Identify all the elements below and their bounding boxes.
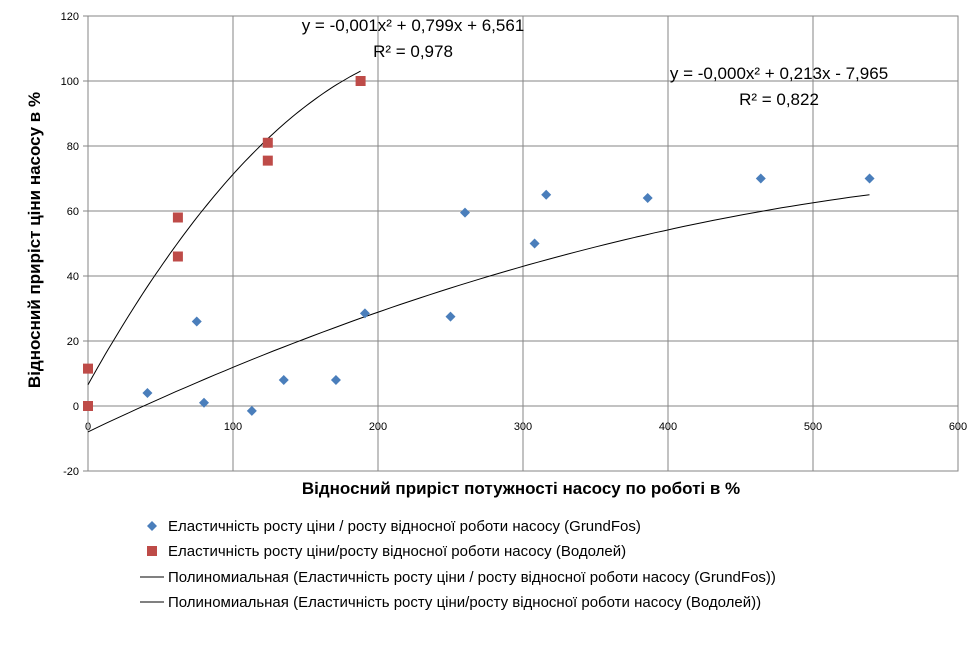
trendline-r2-vodolei: R² = 0,978 — [373, 42, 453, 61]
x-axis-title: Відносний приріст потужності насосу по р… — [302, 479, 740, 498]
legend: Еластичність росту ціни / росту відносно… — [140, 518, 776, 611]
data-point-grundfos — [199, 397, 209, 408]
legend-label-trend-vodolei: Полиномиальная (Еластичність росту ціни/… — [168, 594, 761, 611]
y-tick-label: 120 — [61, 11, 79, 23]
data-point-vodolei — [172, 212, 183, 223]
data-point-vodolei — [355, 76, 366, 86]
data-point-grundfos — [359, 308, 370, 319]
data-point-grundfos — [191, 316, 202, 327]
legend-label-trend-grundfos: Полиномиальная (Еластичність росту ціни … — [168, 569, 776, 586]
data-point-grundfos — [529, 238, 540, 249]
y-tick-label: 0 — [73, 401, 79, 413]
x-tick-label: 600 — [949, 421, 967, 433]
data-point-grundfos — [864, 173, 875, 184]
legend-marker-grundfos — [147, 521, 157, 531]
data-point-grundfos — [142, 388, 153, 398]
trendline-equation-vodolei: y = -0,001x² + 0,799x + 6,561 — [302, 16, 525, 35]
y-tick-label: 60 — [67, 206, 79, 218]
legend-marker-vodolei — [147, 546, 157, 556]
data-point-grundfos — [755, 173, 766, 184]
data-point-vodolei — [262, 137, 273, 148]
data-point-vodolei — [83, 401, 93, 411]
data-point-grundfos — [460, 207, 470, 218]
trendline-r2-grundfos: R² = 0,822 — [739, 90, 819, 109]
x-tick-label: 100 — [224, 421, 242, 433]
y-tick-label: 40 — [67, 271, 79, 283]
y-tick-label: 100 — [61, 76, 79, 88]
x-tick-label: 400 — [659, 421, 677, 433]
data-point-grundfos — [278, 375, 289, 385]
x-tick-label: 200 — [369, 421, 387, 433]
data-point-grundfos — [246, 405, 257, 416]
data-point-vodolei — [262, 155, 273, 166]
data-point-vodolei — [172, 251, 183, 262]
data-point-grundfos — [445, 311, 456, 322]
legend-label-vodolei: Еластичність росту ціни/росту відносної … — [168, 543, 626, 560]
data-point-vodolei — [83, 363, 93, 374]
y-tick-label: 20 — [67, 336, 79, 348]
trendlines — [87, 70, 870, 433]
trendline-equation-grundfos: y = -0,000x² + 0,213x - 7,965 — [670, 64, 888, 83]
data-points — [83, 76, 875, 416]
y-tick-label: 80 — [67, 141, 79, 153]
data-point-grundfos — [541, 189, 552, 200]
y-tick-label: -20 — [63, 466, 79, 478]
y-axis-title: Відносний приріст ціни насосу в % — [25, 92, 44, 388]
data-point-grundfos — [642, 193, 653, 203]
x-tick-label: 500 — [804, 421, 822, 433]
trendline-grundfos — [87, 194, 870, 433]
legend-label-grundfos: Еластичність росту ціни / росту відносно… — [168, 518, 641, 535]
trendline-vodolei — [87, 70, 361, 385]
data-point-grundfos — [330, 375, 341, 385]
x-tick-label: 300 — [514, 421, 532, 433]
